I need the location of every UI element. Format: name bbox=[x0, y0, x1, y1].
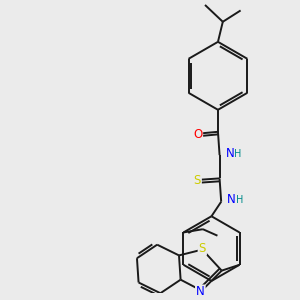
Text: H: H bbox=[236, 195, 244, 206]
Text: S: S bbox=[199, 242, 206, 255]
Text: N: N bbox=[227, 193, 236, 206]
Text: O: O bbox=[193, 128, 202, 141]
Text: N: N bbox=[196, 286, 205, 298]
Text: H: H bbox=[235, 149, 242, 159]
Text: N: N bbox=[225, 147, 234, 160]
Text: S: S bbox=[194, 175, 201, 188]
